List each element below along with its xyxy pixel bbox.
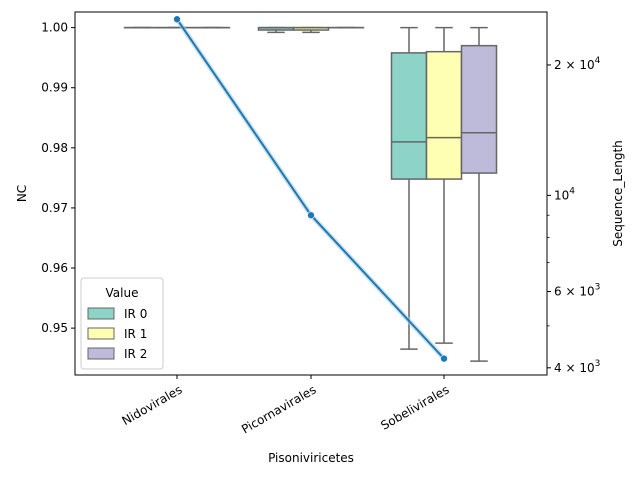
legend-swatch bbox=[87, 327, 115, 340]
y-left-tick-label: 1.00 bbox=[41, 21, 68, 35]
x-axis-label: Pisoniviricetes bbox=[268, 451, 354, 465]
box-body bbox=[425, 50, 463, 180]
left-axis: 0.95 0.96 0.97 0.98 0.99 1.00 bbox=[41, 21, 75, 335]
line-point-sobelivirales bbox=[440, 354, 448, 363]
y-right-tick-label: 6 × 103 bbox=[554, 283, 600, 299]
y-left-tick-label: 0.96 bbox=[41, 261, 68, 275]
box-body bbox=[390, 52, 428, 180]
x-tick-label-sobelivirales: Sobelivirales bbox=[378, 382, 451, 432]
legend-label: IR 1 bbox=[124, 327, 147, 341]
y-right-tick-label: 104 bbox=[554, 186, 575, 202]
right-axis: 4 × 103 6 × 103 104 2 × 104 bbox=[547, 56, 601, 375]
y-left-tick-label: 0.98 bbox=[41, 141, 68, 155]
box-sobelivirales-0 bbox=[390, 26, 428, 350]
boxes-layer bbox=[123, 26, 498, 362]
box-sobelivirales-2 bbox=[460, 26, 498, 362]
box-picornavirales-1 bbox=[292, 26, 330, 34]
y-left-tick-label: 0.97 bbox=[41, 201, 68, 215]
x-axis: Nidovirales Picornavirales Sobelivirales bbox=[120, 375, 452, 436]
y-axis-left-label: NC bbox=[15, 185, 29, 202]
box-picornavirales-0 bbox=[257, 26, 295, 34]
y-right-tick-label: 4 × 103 bbox=[554, 359, 600, 375]
legend-label: IR 2 bbox=[124, 347, 147, 361]
line-layer bbox=[173, 15, 448, 363]
legend-swatch bbox=[87, 347, 115, 360]
y-left-tick-label: 0.99 bbox=[41, 81, 68, 95]
y-left-tick-label: 0.95 bbox=[41, 321, 68, 335]
x-tick-label-picornavirales: Picornavirales bbox=[239, 382, 318, 436]
line-point-nidovirales bbox=[173, 15, 181, 24]
y-axis-right-label: Sequence_Length bbox=[611, 140, 625, 247]
box-sobelivirales-1 bbox=[425, 26, 463, 344]
box-body bbox=[460, 44, 498, 174]
x-tick-label-nidovirales: Nidovirales bbox=[120, 382, 185, 428]
legend-swatch bbox=[87, 307, 115, 320]
line-point-picornavirales bbox=[307, 211, 315, 220]
legend-label: IR 0 bbox=[124, 307, 147, 321]
y-right-tick-label: 2 × 104 bbox=[554, 56, 601, 72]
legend-frame bbox=[80, 277, 164, 370]
legend: Value IR 0 IR 1 IR 2 bbox=[80, 277, 164, 370]
legend-title: Value bbox=[106, 286, 139, 300]
legend-entries: IR 0 IR 1 IR 2 bbox=[87, 307, 147, 361]
